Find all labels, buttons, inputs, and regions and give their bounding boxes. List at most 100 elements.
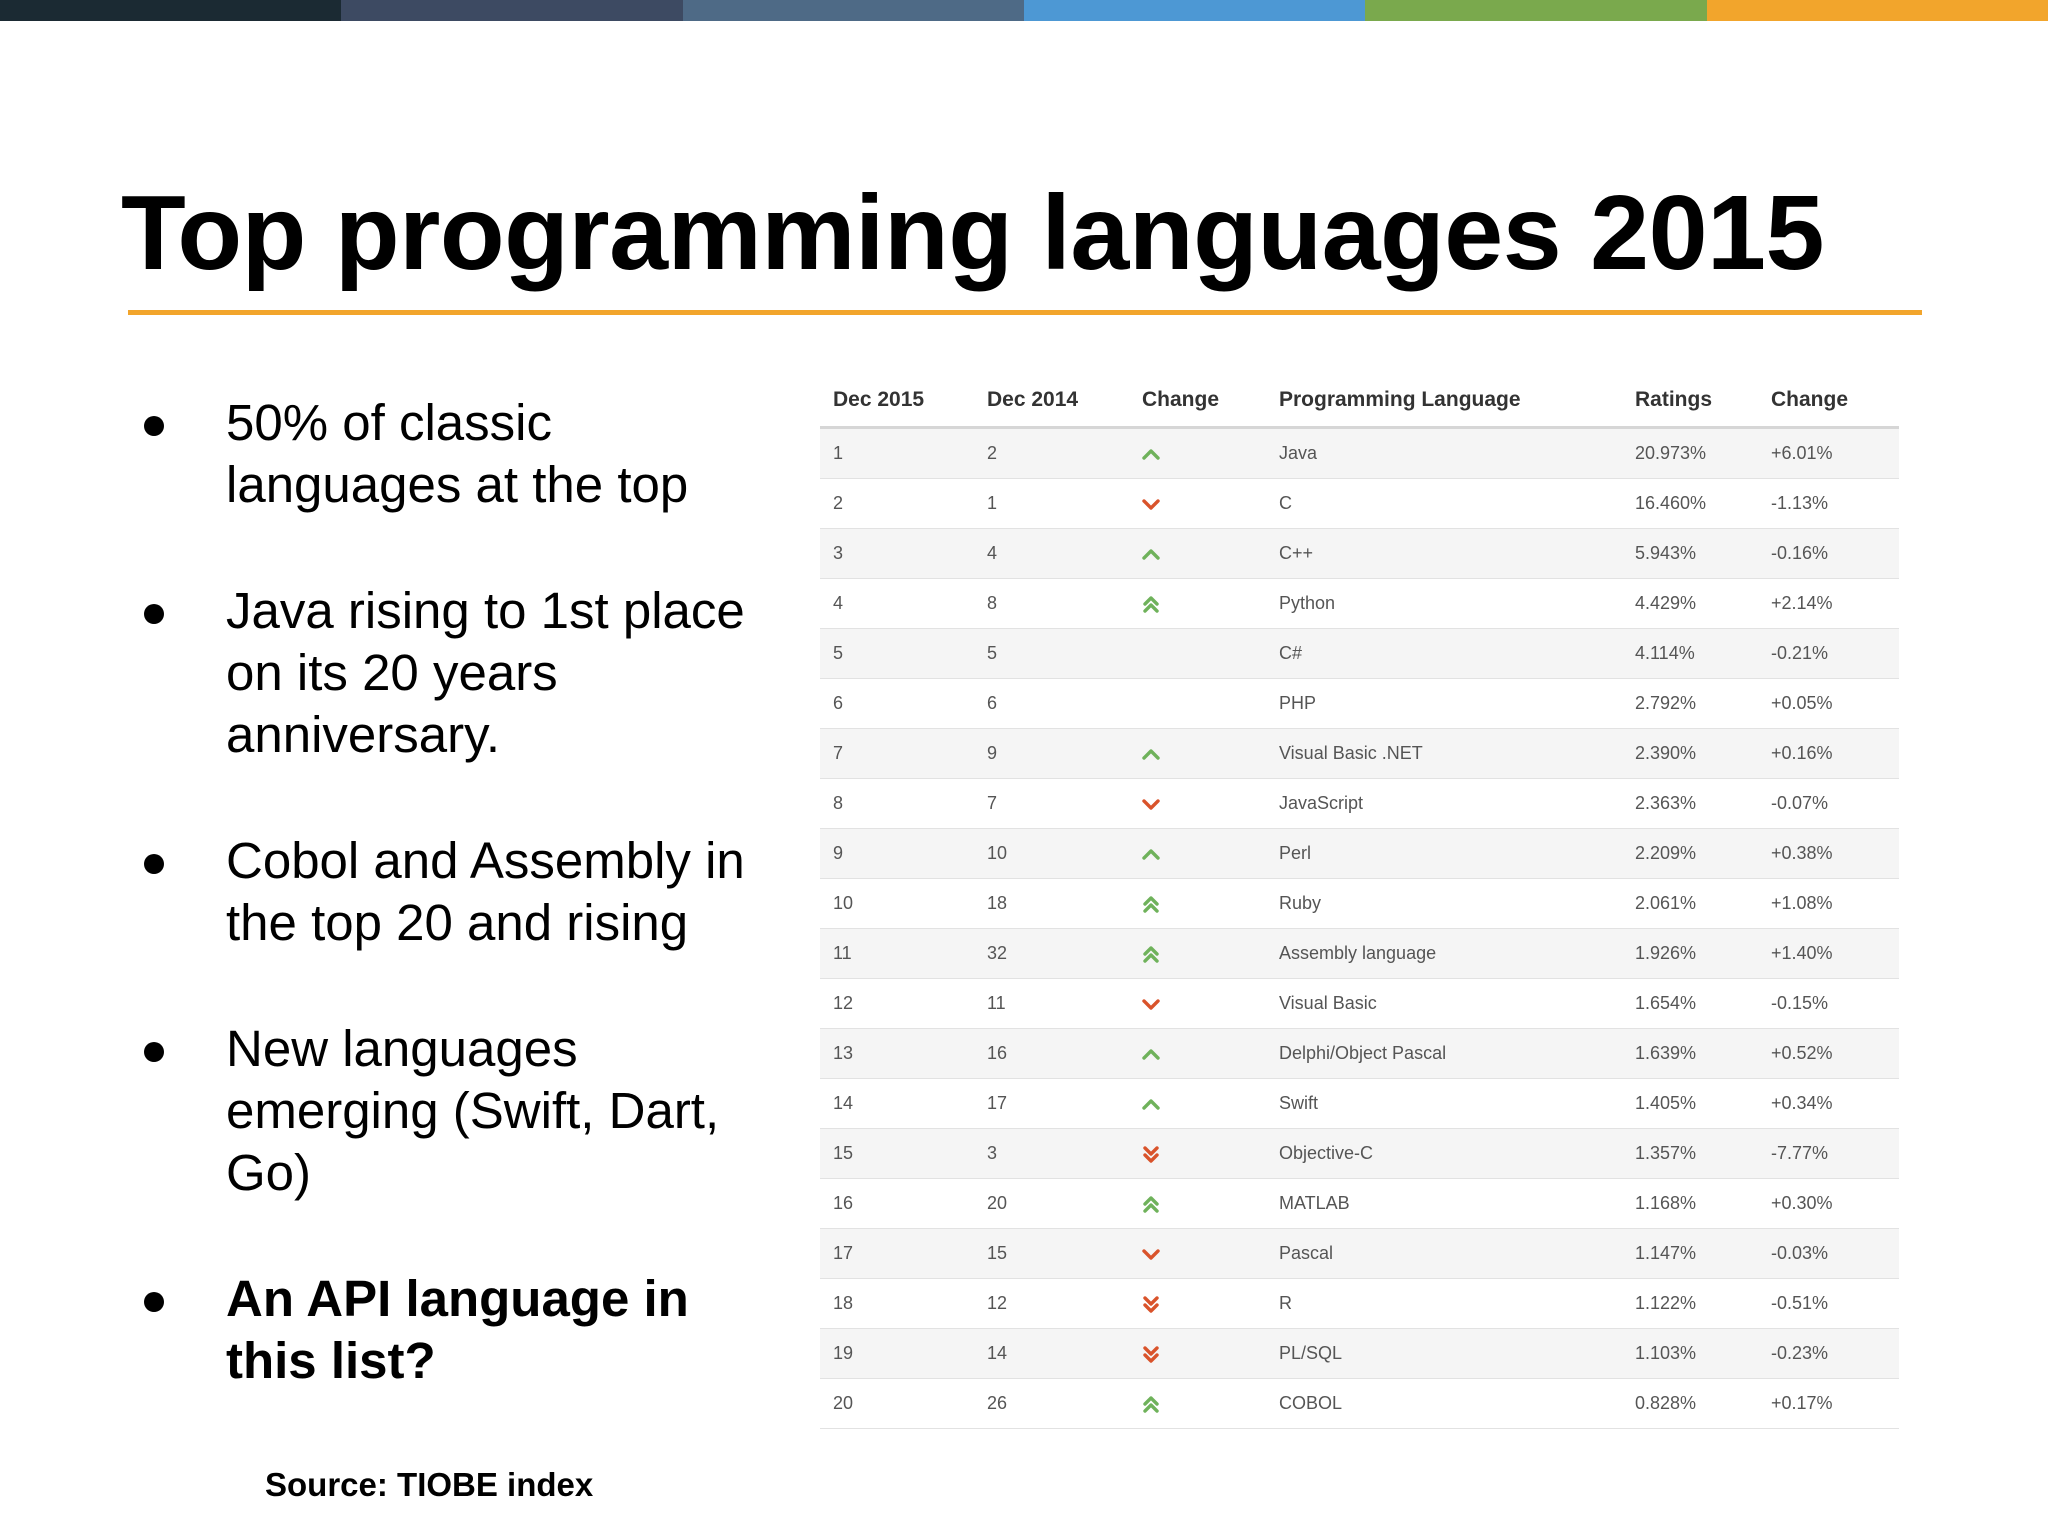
chevron-down-icon (1142, 798, 1160, 810)
table-row: 3 4 C++ 5.943% -0.16% (820, 528, 1899, 579)
table-row: 10 18 Ruby 2.061% +1.08% (820, 878, 1899, 929)
chevron-up-icon (1142, 848, 1160, 860)
table-row: 8 7 JavaScript 2.363% -0.07% (820, 778, 1899, 829)
top-bar-segment (1365, 0, 1707, 21)
bullet-item: Cobol and Assembly in the top 20 and ris… (140, 830, 780, 954)
top-bar-segment (682, 0, 1024, 21)
language-cell: Pascal (1266, 1228, 1622, 1279)
rank-2014-cell: 16 (974, 1028, 1129, 1079)
rating-cell: 4.429% (1622, 578, 1758, 629)
trend-cell (1129, 1378, 1266, 1429)
slide-title: Top programming languages 2015 (121, 174, 1824, 292)
bullet-item: Java rising to 1st place on its 20 years… (140, 580, 780, 766)
rating-cell: 1.168% (1622, 1178, 1758, 1229)
bullet-item: An API language in this list? (140, 1268, 780, 1392)
double-chevron-up-icon (1143, 1195, 1159, 1213)
rank-2014-cell: 2 (974, 427, 1129, 479)
table-header-row: Dec 2015 Dec 2014 Change Programming Lan… (820, 374, 1899, 429)
language-cell: Visual Basic (1266, 978, 1622, 1029)
language-cell: Visual Basic .NET (1266, 728, 1622, 779)
table-row: 9 10 Perl 2.209% +0.38% (820, 828, 1899, 879)
rank-2014-cell: 14 (974, 1328, 1129, 1379)
language-cell: C (1266, 478, 1622, 529)
rank-2014-cell: 5 (974, 628, 1129, 679)
trend-cell (1129, 1228, 1266, 1279)
top-bar-segment (1023, 0, 1366, 21)
top-color-bar (0, 0, 2048, 21)
rank-2015-cell: 10 (820, 878, 974, 929)
language-cell: Objective-C (1266, 1128, 1622, 1179)
table-row: 2 1 C 16.460% -1.13% (820, 478, 1899, 529)
trend-cell (1129, 978, 1266, 1029)
trend-cell (1129, 928, 1266, 979)
change-percent-cell: +1.40% (1758, 928, 1899, 979)
chevron-down-icon (1142, 498, 1160, 510)
rank-2014-cell: 10 (974, 828, 1129, 879)
rating-cell: 4.114% (1622, 628, 1758, 679)
change-percent-cell: +0.30% (1758, 1178, 1899, 1229)
rank-2015-cell: 13 (820, 1028, 974, 1079)
change-percent-cell: +2.14% (1758, 578, 1899, 629)
rank-2014-cell: 4 (974, 528, 1129, 579)
bullet-dot-icon (144, 1042, 164, 1062)
table-row: 12 11 Visual Basic 1.654% -0.15% (820, 978, 1899, 1029)
change-percent-cell: -0.03% (1758, 1228, 1899, 1279)
bullet-text: Java rising to 1st place on its 20 years… (226, 582, 745, 763)
bullet-list: 50% of classic languages at the top Java … (140, 392, 780, 1456)
rank-2014-cell: 12 (974, 1278, 1129, 1329)
chevron-up-icon (1142, 1098, 1160, 1110)
rank-2015-cell: 3 (820, 528, 974, 579)
rank-2015-cell: 16 (820, 1178, 974, 1229)
change-percent-cell: -0.21% (1758, 628, 1899, 679)
change-percent-cell: +1.08% (1758, 878, 1899, 929)
table-row: 4 8 Python 4.429% +2.14% (820, 578, 1899, 629)
rating-cell: 20.973% (1622, 427, 1758, 479)
table-row: 14 17 Swift 1.405% +0.34% (820, 1078, 1899, 1129)
table-row: 20 26 COBOL 0.828% +0.17% (820, 1378, 1899, 1429)
rating-cell: 1.405% (1622, 1078, 1758, 1129)
trend-cell (1129, 1278, 1266, 1329)
trend-cell (1129, 427, 1266, 479)
title-underline (128, 310, 1922, 315)
rating-cell: 1.103% (1622, 1328, 1758, 1379)
table-row: 13 16 Delphi/Object Pascal 1.639% +0.52% (820, 1028, 1899, 1079)
top-bar-segment (1706, 0, 2048, 21)
rating-cell: 1.654% (1622, 978, 1758, 1029)
rating-cell: 16.460% (1622, 478, 1758, 529)
rating-cell: 2.792% (1622, 678, 1758, 729)
rank-2015-cell: 20 (820, 1378, 974, 1429)
table-row: 5 5 C# 4.114% -0.21% (820, 628, 1899, 679)
bullet-dot-icon (144, 1292, 164, 1312)
language-cell: Python (1266, 578, 1622, 629)
bullet-dot-icon (144, 854, 164, 874)
trend-cell (1129, 1028, 1266, 1079)
rank-2015-cell: 7 (820, 728, 974, 779)
rank-2014-cell: 8 (974, 578, 1129, 629)
header-change-trend: Change (1129, 374, 1266, 429)
change-percent-cell: -0.23% (1758, 1328, 1899, 1379)
table-row: 18 12 R 1.122% -0.51% (820, 1278, 1899, 1329)
header-ratings: Ratings (1622, 374, 1758, 429)
rank-2015-cell: 6 (820, 678, 974, 729)
trend-cell (1129, 578, 1266, 629)
top-bar-segment (0, 0, 342, 21)
language-cell: COBOL (1266, 1378, 1622, 1429)
change-percent-cell: -0.15% (1758, 978, 1899, 1029)
language-cell: Delphi/Object Pascal (1266, 1028, 1622, 1079)
ranking-table: Dec 2015 Dec 2014 Change Programming Lan… (820, 374, 1899, 1429)
chevron-up-icon (1142, 1048, 1160, 1060)
rating-cell: 1.639% (1622, 1028, 1758, 1079)
trend-cell (1129, 528, 1266, 579)
language-cell: C++ (1266, 528, 1622, 579)
trend-cell (1129, 1128, 1266, 1179)
trend-cell (1129, 1178, 1266, 1229)
trend-cell (1129, 878, 1266, 929)
table-row: 6 6 PHP 2.792% +0.05% (820, 678, 1899, 729)
rank-2014-cell: 26 (974, 1378, 1129, 1429)
bullet-text: Cobol and Assembly in the top 20 and ris… (226, 832, 745, 951)
change-percent-cell: -0.16% (1758, 528, 1899, 579)
double-chevron-up-icon (1143, 895, 1159, 913)
change-percent-cell: -1.13% (1758, 478, 1899, 529)
rank-2014-cell: 17 (974, 1078, 1129, 1129)
rank-2014-cell: 18 (974, 878, 1129, 929)
